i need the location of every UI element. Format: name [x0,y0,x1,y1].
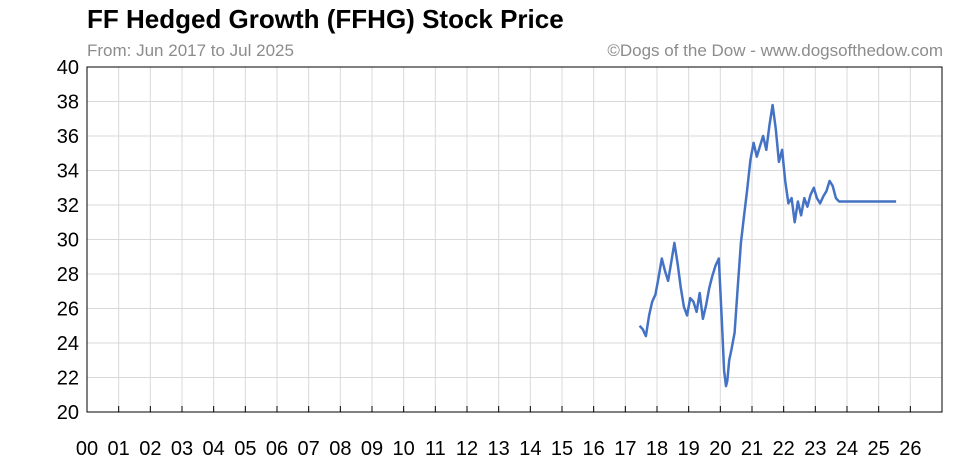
series-group [638,103,897,388]
y-axis-tick-labels: 20 22 24 26 28 30 32 34 36 38 40 [57,57,79,424]
x-tick-label: 15 [551,438,573,460]
x-axis-tick-labels: 00 01 02 03 04 05 06 07 08 09 10 11 12 13 14 15 16 17 18 19… [76,438,922,460]
x-tick-label: 19 [678,438,700,460]
x-tick-label: 23 [804,438,826,460]
x-tick-label: 16 [583,438,605,460]
y-tick-label: 20 [57,402,79,424]
x-tick-label: 05 [234,438,256,460]
x-tick-label: 04 [203,438,225,460]
x-tick-label: 12 [456,438,478,460]
grid-lines [87,66,942,413]
x-tick-label: 24 [836,438,858,460]
chart-subtitle: From: Jun 2017 to Jul 2025 [87,41,294,60]
chart-title: FF Hedged Growth (FFHG) Stock Price [87,4,564,34]
x-tick-label: 00 [76,438,98,460]
x-tick-label: 13 [488,438,510,460]
chart-credit: ©Dogs of the Dow - www.dogsofthedow.com [607,41,943,60]
x-axis-tick-marks [118,406,911,412]
y-tick-label: 28 [57,264,79,286]
x-tick-label: 10 [393,438,415,460]
x-tick-label: 25 [868,438,890,460]
x-tick-label: 18 [646,438,668,460]
x-tick-label: 20 [709,438,731,460]
y-tick-label: 30 [57,230,79,252]
x-tick-label: 14 [519,438,541,460]
y-tick-label: 40 [57,57,79,79]
y-tick-label: 36 [57,126,79,148]
x-tick-label: 09 [361,438,383,460]
x-tick-label: 02 [139,438,161,460]
x-tick-label: 07 [298,438,320,460]
x-tick-label: 26 [899,438,921,460]
price-line [638,103,897,388]
x-tick-label: 03 [171,438,193,460]
x-tick-label: 11 [425,438,446,460]
x-tick-label: 21 [741,438,763,460]
y-tick-label: 24 [57,333,79,355]
y-tick-label: 34 [57,161,79,183]
y-tick-label: 22 [57,368,79,390]
plot-area-border [86,66,943,413]
x-tick-label: 22 [773,438,795,460]
y-tick-label: 32 [57,195,79,217]
y-tick-label: 26 [57,299,79,321]
y-tick-label: 38 [57,92,79,114]
x-tick-label: 06 [266,438,288,460]
x-tick-label: 01 [108,438,130,460]
x-tick-label: 08 [329,438,351,460]
x-tick-label: 17 [614,438,636,460]
